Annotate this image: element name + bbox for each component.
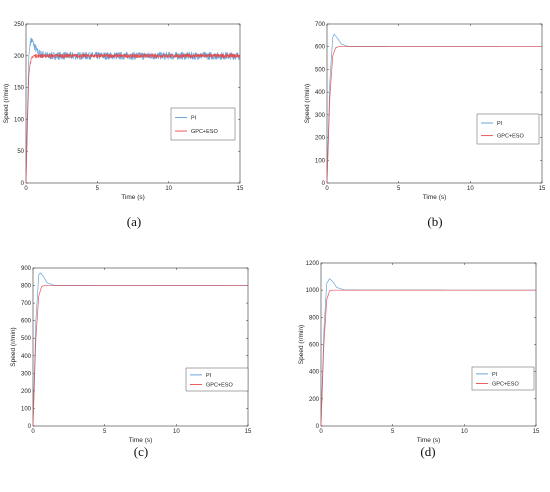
legend-label: GPC+ESO xyxy=(492,382,519,388)
plot-frame xyxy=(320,262,537,427)
y-tick-label: 1200 xyxy=(306,261,320,267)
y-tick-label: 1000 xyxy=(306,288,320,294)
y-axis-label: Speed (r/min) xyxy=(304,84,311,123)
series-line-pi xyxy=(320,278,537,427)
x-tick-label: 5 xyxy=(397,186,401,192)
y-axis-label: Speed (r/min) xyxy=(10,327,17,366)
series-line-pi xyxy=(32,272,249,427)
legend-box xyxy=(185,367,249,392)
series-line-gpc-eso xyxy=(326,46,543,184)
legend-box xyxy=(471,366,535,391)
y-tick-label: 400 xyxy=(315,90,326,96)
chart-panel-b: 0 5 10 15 0 100 200 300 400 500 600 700 Time (s) Spee… xyxy=(304,22,546,229)
panel-caption: (a) xyxy=(127,214,141,229)
series-line-pi xyxy=(326,33,543,184)
y-tick-label: 150 xyxy=(14,86,25,92)
y-tick-label: 0 xyxy=(21,181,25,187)
x-tick-label: 5 xyxy=(103,429,107,435)
legend-label: GPC+ESO xyxy=(497,134,524,140)
y-tick-label: 800 xyxy=(309,315,320,321)
series-line-gpc-eso xyxy=(32,285,249,427)
legend-box xyxy=(170,107,236,141)
y-tick-label: 200 xyxy=(14,54,25,60)
y-tick-label: 50 xyxy=(17,149,24,155)
legend-label: GPC+ESO xyxy=(206,383,233,389)
y-tick-label: 500 xyxy=(21,336,32,342)
y-tick-label: 200 xyxy=(315,136,326,142)
x-tick-label: 0 xyxy=(325,186,329,192)
legend-box xyxy=(476,113,540,145)
legend-label: PI xyxy=(492,372,498,378)
y-axis-label: Speed (r/min) xyxy=(298,325,305,364)
legend-label: GPC+ESO xyxy=(191,129,218,135)
x-tick-label: 0 xyxy=(319,429,323,435)
plot-frame xyxy=(25,23,241,184)
plot-frame xyxy=(32,267,249,427)
y-tick-label: 0 xyxy=(322,181,326,187)
y-tick-label: 500 xyxy=(315,67,326,73)
y-tick-label: 200 xyxy=(21,389,32,395)
x-tick-label: 0 xyxy=(24,186,28,192)
y-tick-label: 100 xyxy=(315,158,326,164)
x-axis-label: Time (s) xyxy=(417,437,441,444)
panel-caption: (c) xyxy=(134,444,148,459)
y-tick-label: 300 xyxy=(315,113,326,119)
x-axis-label: Time (s) xyxy=(129,437,153,444)
x-tick-label: 15 xyxy=(533,429,540,435)
y-tick-label: 600 xyxy=(21,319,32,325)
x-tick-label: 15 xyxy=(539,186,546,192)
legend-label: PI xyxy=(497,121,503,127)
y-tick-label: 0 xyxy=(316,424,320,430)
y-axis-label: Speed (r/min) xyxy=(3,84,10,123)
y-tick-label: 300 xyxy=(21,371,32,377)
x-tick-label: 15 xyxy=(237,186,244,192)
chart-panel-d: 0 5 10 15 0 200 400 600 800 1000 1200 Time (s) Speed… xyxy=(298,261,540,459)
y-tick-label: 700 xyxy=(315,22,326,28)
legend-label: PI xyxy=(206,373,212,379)
y-tick-label: 250 xyxy=(14,22,25,28)
y-tick-label: 600 xyxy=(309,343,320,349)
y-tick-label: 100 xyxy=(21,406,32,412)
x-tick-label: 5 xyxy=(391,429,395,435)
x-tick-label: 10 xyxy=(461,429,468,435)
y-tick-label: 200 xyxy=(309,397,320,403)
x-tick-label: 5 xyxy=(96,186,100,192)
chart-panel-c: 0 5 10 15 0 100 200 300 400 500 600 700 800 900 Time (… xyxy=(10,266,252,459)
x-axis-label: Time (s) xyxy=(423,194,447,201)
x-tick-label: 10 xyxy=(173,429,180,435)
x-tick-label: 0 xyxy=(31,429,35,435)
series-line-gpc-eso xyxy=(25,53,241,184)
x-axis-label: Time (s) xyxy=(121,194,145,201)
series-line-gpc-eso xyxy=(320,289,537,427)
x-tick-label: 15 xyxy=(245,429,252,435)
y-tick-label: 100 xyxy=(14,117,25,123)
plot-frame xyxy=(326,23,543,184)
y-tick-label: 600 xyxy=(315,45,326,51)
y-tick-label: 800 xyxy=(21,284,32,290)
x-tick-label: 10 xyxy=(467,186,474,192)
y-tick-label: 0 xyxy=(28,424,32,430)
y-tick-label: 400 xyxy=(309,370,320,376)
y-tick-label: 400 xyxy=(21,354,32,360)
panel-caption: (b) xyxy=(427,214,442,229)
legend-label: PI xyxy=(191,116,197,122)
y-tick-label: 900 xyxy=(21,266,32,272)
x-tick-label: 10 xyxy=(165,186,172,192)
y-tick-label: 700 xyxy=(21,301,32,307)
panel-caption: (d) xyxy=(420,444,435,459)
